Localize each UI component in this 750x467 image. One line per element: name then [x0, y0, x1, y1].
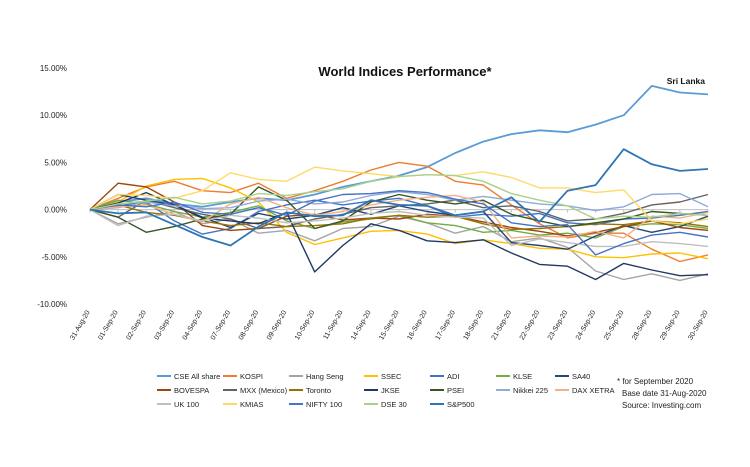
y-tick-label: -5.00%	[42, 253, 67, 262]
legend-label: KLSE	[513, 372, 532, 381]
legend-label: KMIAS	[240, 400, 263, 409]
x-tick-label: 10-Sep-20	[294, 309, 316, 341]
legend-label: KOSPI	[240, 372, 263, 381]
legend-item: PSEI	[430, 386, 464, 395]
legend-item: DSE 30	[364, 400, 407, 409]
x-tick-label: 23-Sep-20	[547, 309, 569, 341]
series-line-s-p500	[89, 148, 709, 247]
note-line: * for September 2020	[617, 377, 694, 386]
x-tick-label: 09-Sep-20	[266, 309, 288, 341]
series-layer	[89, 85, 709, 282]
x-tick-label: 07-Sep-20	[210, 309, 232, 341]
legend-label: Toronto	[306, 386, 331, 395]
legend-label: ADI	[447, 372, 460, 381]
y-tick-label: 10.00%	[40, 111, 67, 120]
legend: CSE All share KOSPI Hang Seng SSEC ADI KLSE SA…	[157, 372, 615, 409]
x-tick-label: 21-Sep-20	[491, 309, 513, 341]
chart-notes: * for September 2020 Base date 31-Aug-202…	[617, 377, 707, 410]
legend-item: JKSE	[364, 386, 400, 395]
note-line: Source: Investing.com	[622, 401, 701, 410]
x-tick-label: 18-Sep-20	[463, 309, 485, 341]
legend-item: SA40	[555, 372, 590, 381]
y-tick-label: 5.00%	[44, 158, 67, 167]
legend-label: S&P500	[447, 400, 475, 409]
series-line-dse-30	[89, 173, 709, 220]
x-tick-label: 30-Sep-20	[687, 309, 709, 341]
annotation-sri-lanka: Sri Lanka	[667, 76, 706, 86]
legend-item: S&P500	[430, 400, 475, 409]
legend-item: DAX XETRA	[555, 386, 615, 395]
legend-label: DAX XETRA	[572, 386, 615, 395]
x-tick-label: 16-Sep-20	[406, 309, 428, 341]
legend-label: MXX (Mexico)	[240, 386, 288, 395]
legend-item: Hang Seng	[289, 372, 344, 381]
legend-item: Toronto	[289, 386, 331, 395]
x-tick-label: 15-Sep-20	[378, 309, 400, 341]
legend-label: JKSE	[381, 386, 400, 395]
legend-item: KLSE	[496, 372, 532, 381]
legend-label: UK 100	[174, 400, 199, 409]
legend-label: CSE All share	[174, 372, 220, 381]
legend-item: SSEC	[364, 372, 402, 381]
legend-label: NIFTY 100	[306, 400, 342, 409]
x-tick-label: 02-Sep-20	[126, 309, 148, 341]
legend-item: CSE All share	[157, 372, 220, 381]
x-tick-label: 14-Sep-20	[350, 309, 372, 341]
x-tick-label: 17-Sep-20	[435, 309, 457, 341]
legend-item: Nikkei 225	[496, 386, 548, 395]
legend-label: BOVESPA	[174, 386, 209, 395]
note-line: Base date 31-Aug-2020	[622, 389, 707, 398]
series-line-psei	[89, 186, 709, 234]
x-tick-label: 25-Sep-20	[603, 309, 625, 341]
legend-label: SSEC	[381, 372, 402, 381]
x-tick-label: 24-Sep-20	[575, 309, 597, 341]
legend-label: Nikkei 225	[513, 386, 548, 395]
legend-item: UK 100	[157, 400, 199, 409]
legend-item: BOVESPA	[157, 386, 209, 395]
x-tick-label: 08-Sep-20	[238, 309, 260, 341]
x-tick-label: 03-Sep-20	[154, 309, 176, 341]
series-line-cse-all-share	[89, 85, 709, 211]
legend-label: Hang Seng	[306, 372, 344, 381]
legend-item: ADI	[430, 372, 460, 381]
legend-label: PSEI	[447, 386, 464, 395]
x-tick-label: 29-Sep-20	[659, 309, 681, 341]
series-line-uk-100	[89, 208, 709, 248]
series-line-bovespa	[89, 182, 709, 237]
legend-label: SA40	[572, 372, 590, 381]
legend-item: KOSPI	[223, 372, 263, 381]
legend-item: MXX (Mexico)	[223, 386, 288, 395]
legend-item: KMIAS	[223, 400, 263, 409]
x-tick-label: 04-Sep-20	[182, 309, 204, 341]
x-tick-label: 22-Sep-20	[519, 309, 541, 341]
x-tick-label: 28-Sep-20	[631, 309, 653, 341]
series-line-nikkei-225	[89, 190, 709, 212]
legend-label: DSE 30	[381, 400, 407, 409]
y-tick-label: 0.00%	[44, 206, 67, 215]
y-tick-label: -10.00%	[37, 300, 67, 309]
series-line-nifty-100	[89, 189, 709, 256]
x-tick-label: 31-Aug-20	[69, 309, 91, 341]
legend-item: NIFTY 100	[289, 400, 342, 409]
chart-title: World Indices Performance*	[318, 64, 492, 79]
y-tick-label: 15.00%	[40, 64, 67, 73]
series-line-sa40	[89, 193, 709, 250]
series-line-jkse	[89, 191, 709, 281]
series-line-adi	[89, 197, 709, 235]
x-tick-label: 01-Sep-20	[97, 309, 119, 341]
x-tick-label: 11-Sep-20	[322, 309, 344, 340]
